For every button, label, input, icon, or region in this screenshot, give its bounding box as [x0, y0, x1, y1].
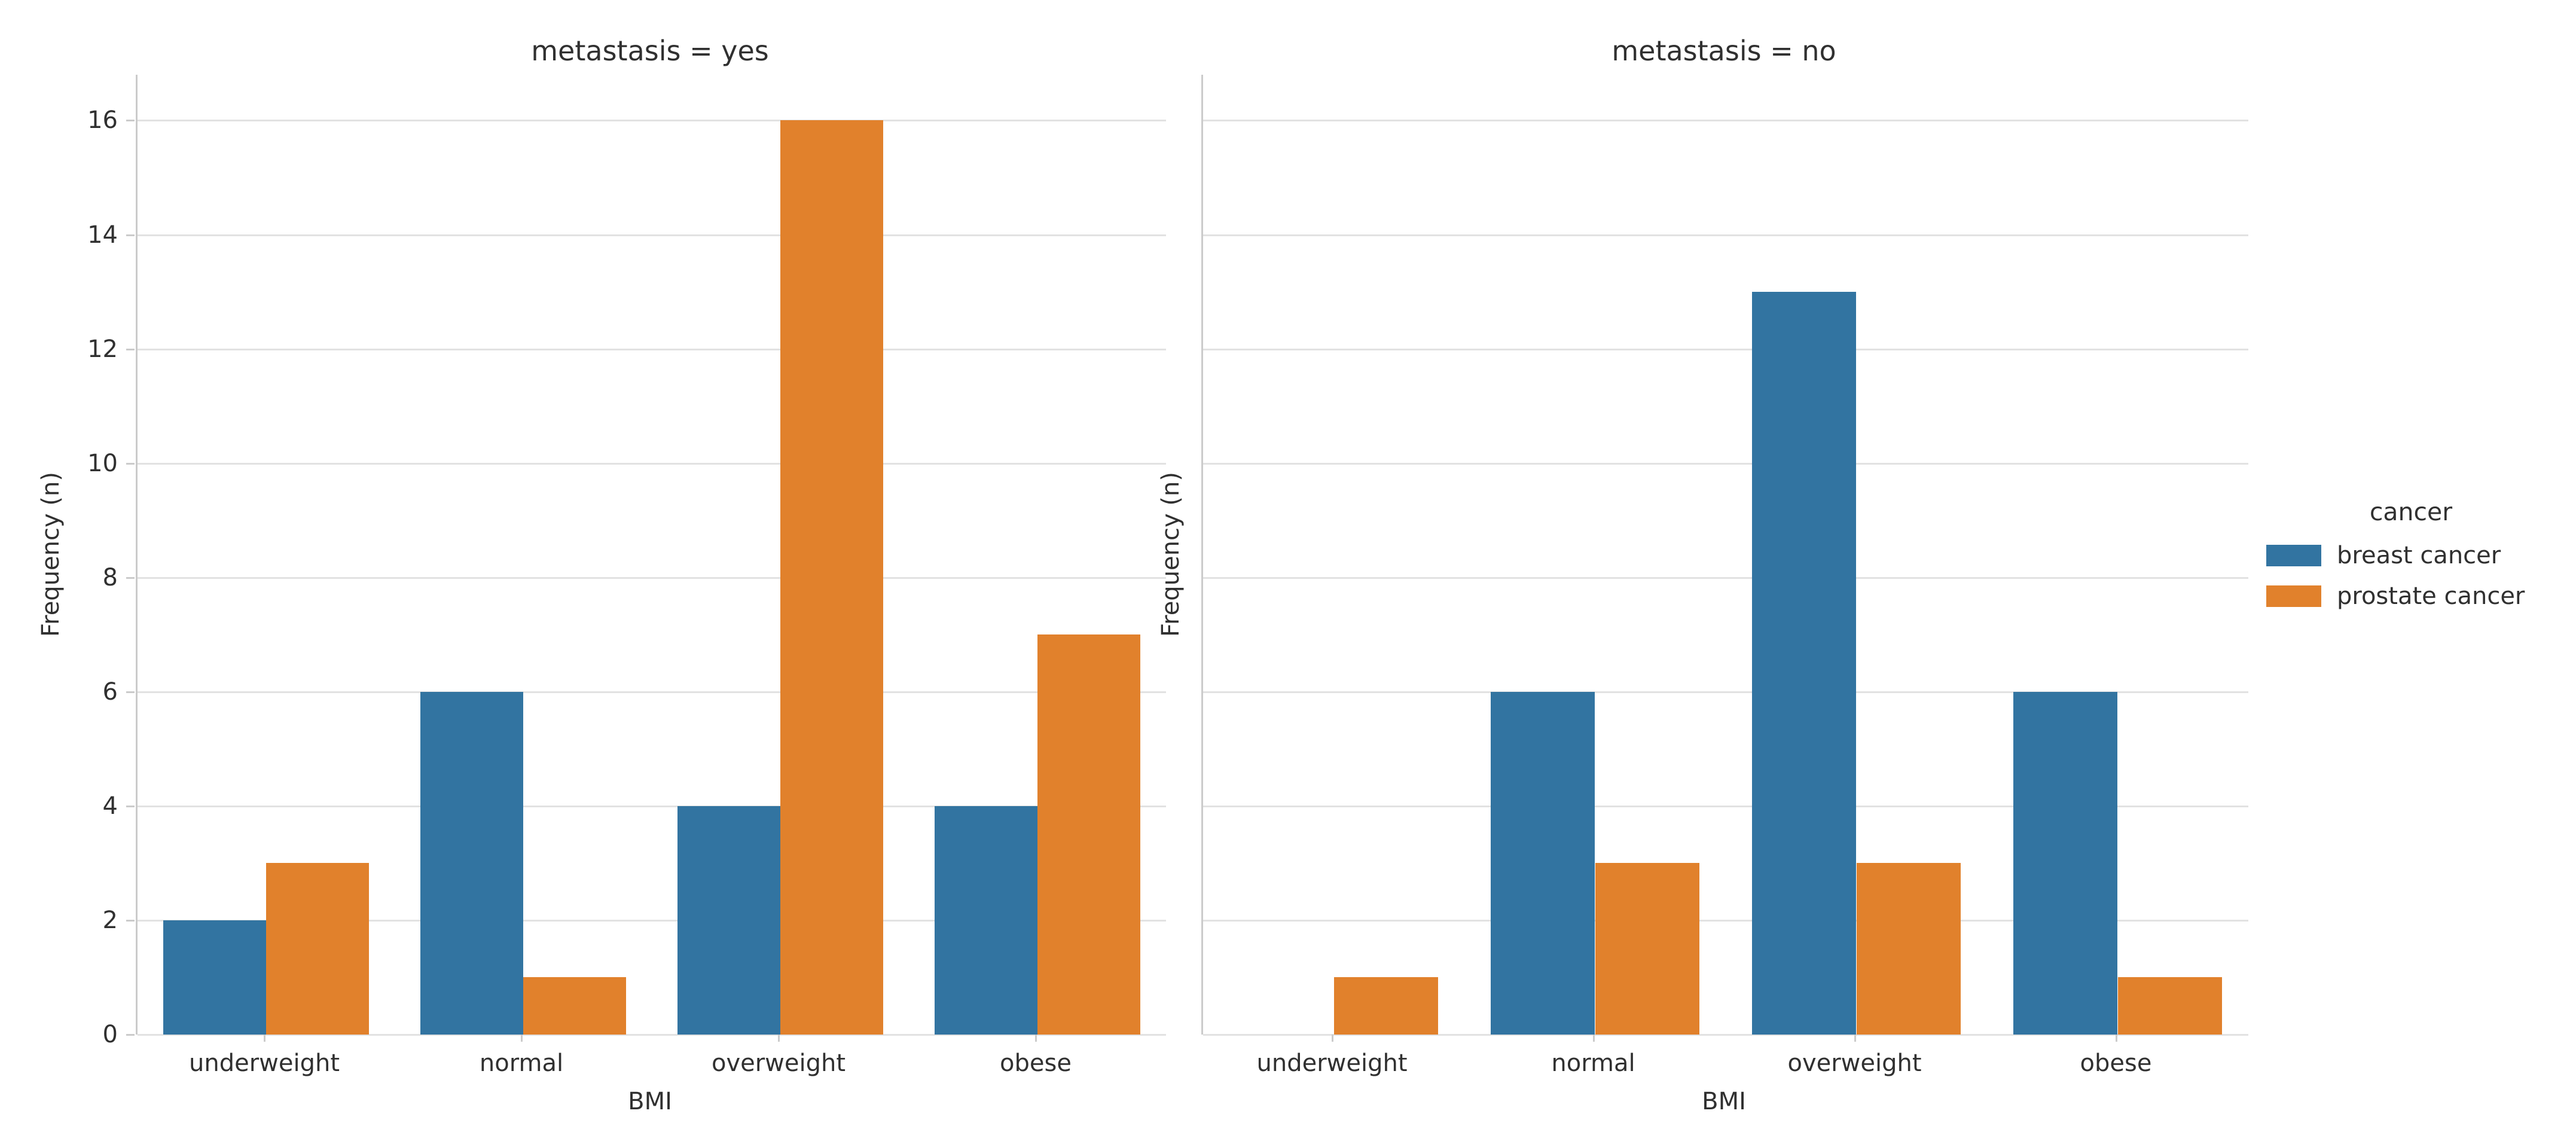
bar-overweight-prostate-cancer — [1856, 863, 1961, 1035]
legend-title: cancer — [2369, 498, 2453, 526]
legend-entry-breast-cancer: breast cancer — [2266, 540, 2501, 571]
bar-obese-breast-cancer — [935, 806, 1037, 1035]
gridline-y-10 — [1203, 462, 2248, 465]
gridline-y-10 — [138, 462, 1166, 465]
y-tick-label-14: 14 — [87, 221, 118, 249]
gridline-y-8 — [138, 576, 1166, 579]
y-tick-label-16: 16 — [87, 106, 118, 135]
x-tick-mark — [1592, 1035, 1595, 1042]
bar-underweight-prostate-cancer — [266, 863, 369, 1035]
breast-cancer-swatch — [2266, 545, 2321, 566]
y-tick-label-10: 10 — [87, 449, 118, 477]
x-tick-mark — [778, 1035, 780, 1042]
bar-underweight-prostate-cancer — [1333, 977, 1439, 1035]
legend-entry-label: breast cancer — [2337, 542, 2501, 569]
gridline-y-0 — [138, 1034, 1166, 1036]
facet-title-metastasis-yes: metastasis = yes — [531, 35, 769, 67]
x-tick-mark — [521, 1035, 523, 1042]
x-tick-mark — [1331, 1035, 1333, 1042]
x-tick-label-overweight: overweight — [711, 1050, 846, 1077]
x-tick-mark — [1035, 1035, 1037, 1042]
bar-normal-prostate-cancer — [523, 977, 626, 1035]
x-axis-label-left: BMI — [628, 1088, 672, 1115]
x-tick-label-obese: obese — [1000, 1050, 1072, 1077]
gridline-y-6 — [1203, 691, 2248, 693]
x-tick-label-underweight: underweight — [1256, 1050, 1408, 1077]
y-tick-label-6: 6 — [102, 678, 118, 706]
gridline-y-14 — [138, 234, 1166, 236]
y-tick-mark — [126, 576, 135, 579]
bar-underweight-breast-cancer — [163, 920, 266, 1035]
bar-overweight-breast-cancer — [1751, 292, 1857, 1035]
prostate-cancer-swatch — [2266, 585, 2321, 607]
y-tick-mark — [126, 1034, 135, 1036]
y-tick-label-0: 0 — [102, 1021, 118, 1048]
x-tick-label-obese: obese — [2080, 1050, 2152, 1077]
y-tick-label-12: 12 — [87, 335, 118, 363]
gridline-y-8 — [1203, 576, 2248, 579]
plot-area-metastasis-no — [1201, 75, 2248, 1036]
y-tick-mark — [126, 691, 135, 693]
x-tick-mark — [2115, 1035, 2117, 1042]
gridline-y-12 — [138, 348, 1166, 350]
y-tick-mark — [126, 120, 135, 122]
y-tick-label-2: 2 — [102, 906, 118, 934]
x-tick-label-normal: normal — [479, 1050, 564, 1077]
gridline-y-2 — [1203, 919, 2248, 922]
y-tick-label-8: 8 — [102, 563, 118, 591]
x-tick-mark — [1854, 1035, 1856, 1042]
gridline-y-14 — [1203, 234, 2248, 236]
x-tick-label-overweight: overweight — [1787, 1050, 1922, 1077]
bar-obese-prostate-cancer — [2117, 977, 2223, 1035]
y-tick-mark — [126, 805, 135, 807]
y-tick-label-4: 4 — [102, 792, 118, 820]
gridline-y-0 — [1203, 1034, 2248, 1036]
x-tick-label-normal: normal — [1551, 1050, 1635, 1077]
y-tick-mark — [126, 234, 135, 236]
gridline-y-4 — [1203, 805, 2248, 807]
facet-title-metastasis-no: metastasis = no — [1611, 35, 1836, 67]
x-axis-label-right: BMI — [1702, 1088, 1746, 1115]
gridline-y-2 — [138, 919, 1166, 922]
y-tick-mark — [126, 348, 135, 350]
x-tick-label-underweight: underweight — [188, 1050, 340, 1077]
bar-overweight-breast-cancer — [677, 806, 780, 1035]
bar-obese-prostate-cancer — [1037, 634, 1140, 1035]
legend-entry-label: prostate cancer — [2337, 582, 2525, 610]
gridline-y-16 — [138, 120, 1166, 122]
gridline-y-4 — [138, 805, 1166, 807]
gridline-y-12 — [1203, 348, 2248, 350]
plot-area-metastasis-yes — [136, 75, 1166, 1036]
gridline-y-6 — [138, 691, 1166, 693]
legend-entry-prostate-cancer: prostate cancer — [2266, 581, 2525, 612]
bar-normal-breast-cancer — [420, 691, 523, 1035]
gridline-y-16 — [1203, 120, 2248, 122]
x-tick-mark — [264, 1035, 265, 1042]
bar-obese-breast-cancer — [2013, 691, 2118, 1035]
bar-normal-prostate-cancer — [1595, 863, 1700, 1035]
y-tick-mark — [126, 462, 135, 465]
y-tick-mark — [126, 919, 135, 922]
bar-normal-breast-cancer — [1490, 691, 1595, 1035]
y-axis-label-right: Frequency (n) — [1157, 472, 1185, 637]
bar-overweight-prostate-cancer — [780, 120, 883, 1035]
